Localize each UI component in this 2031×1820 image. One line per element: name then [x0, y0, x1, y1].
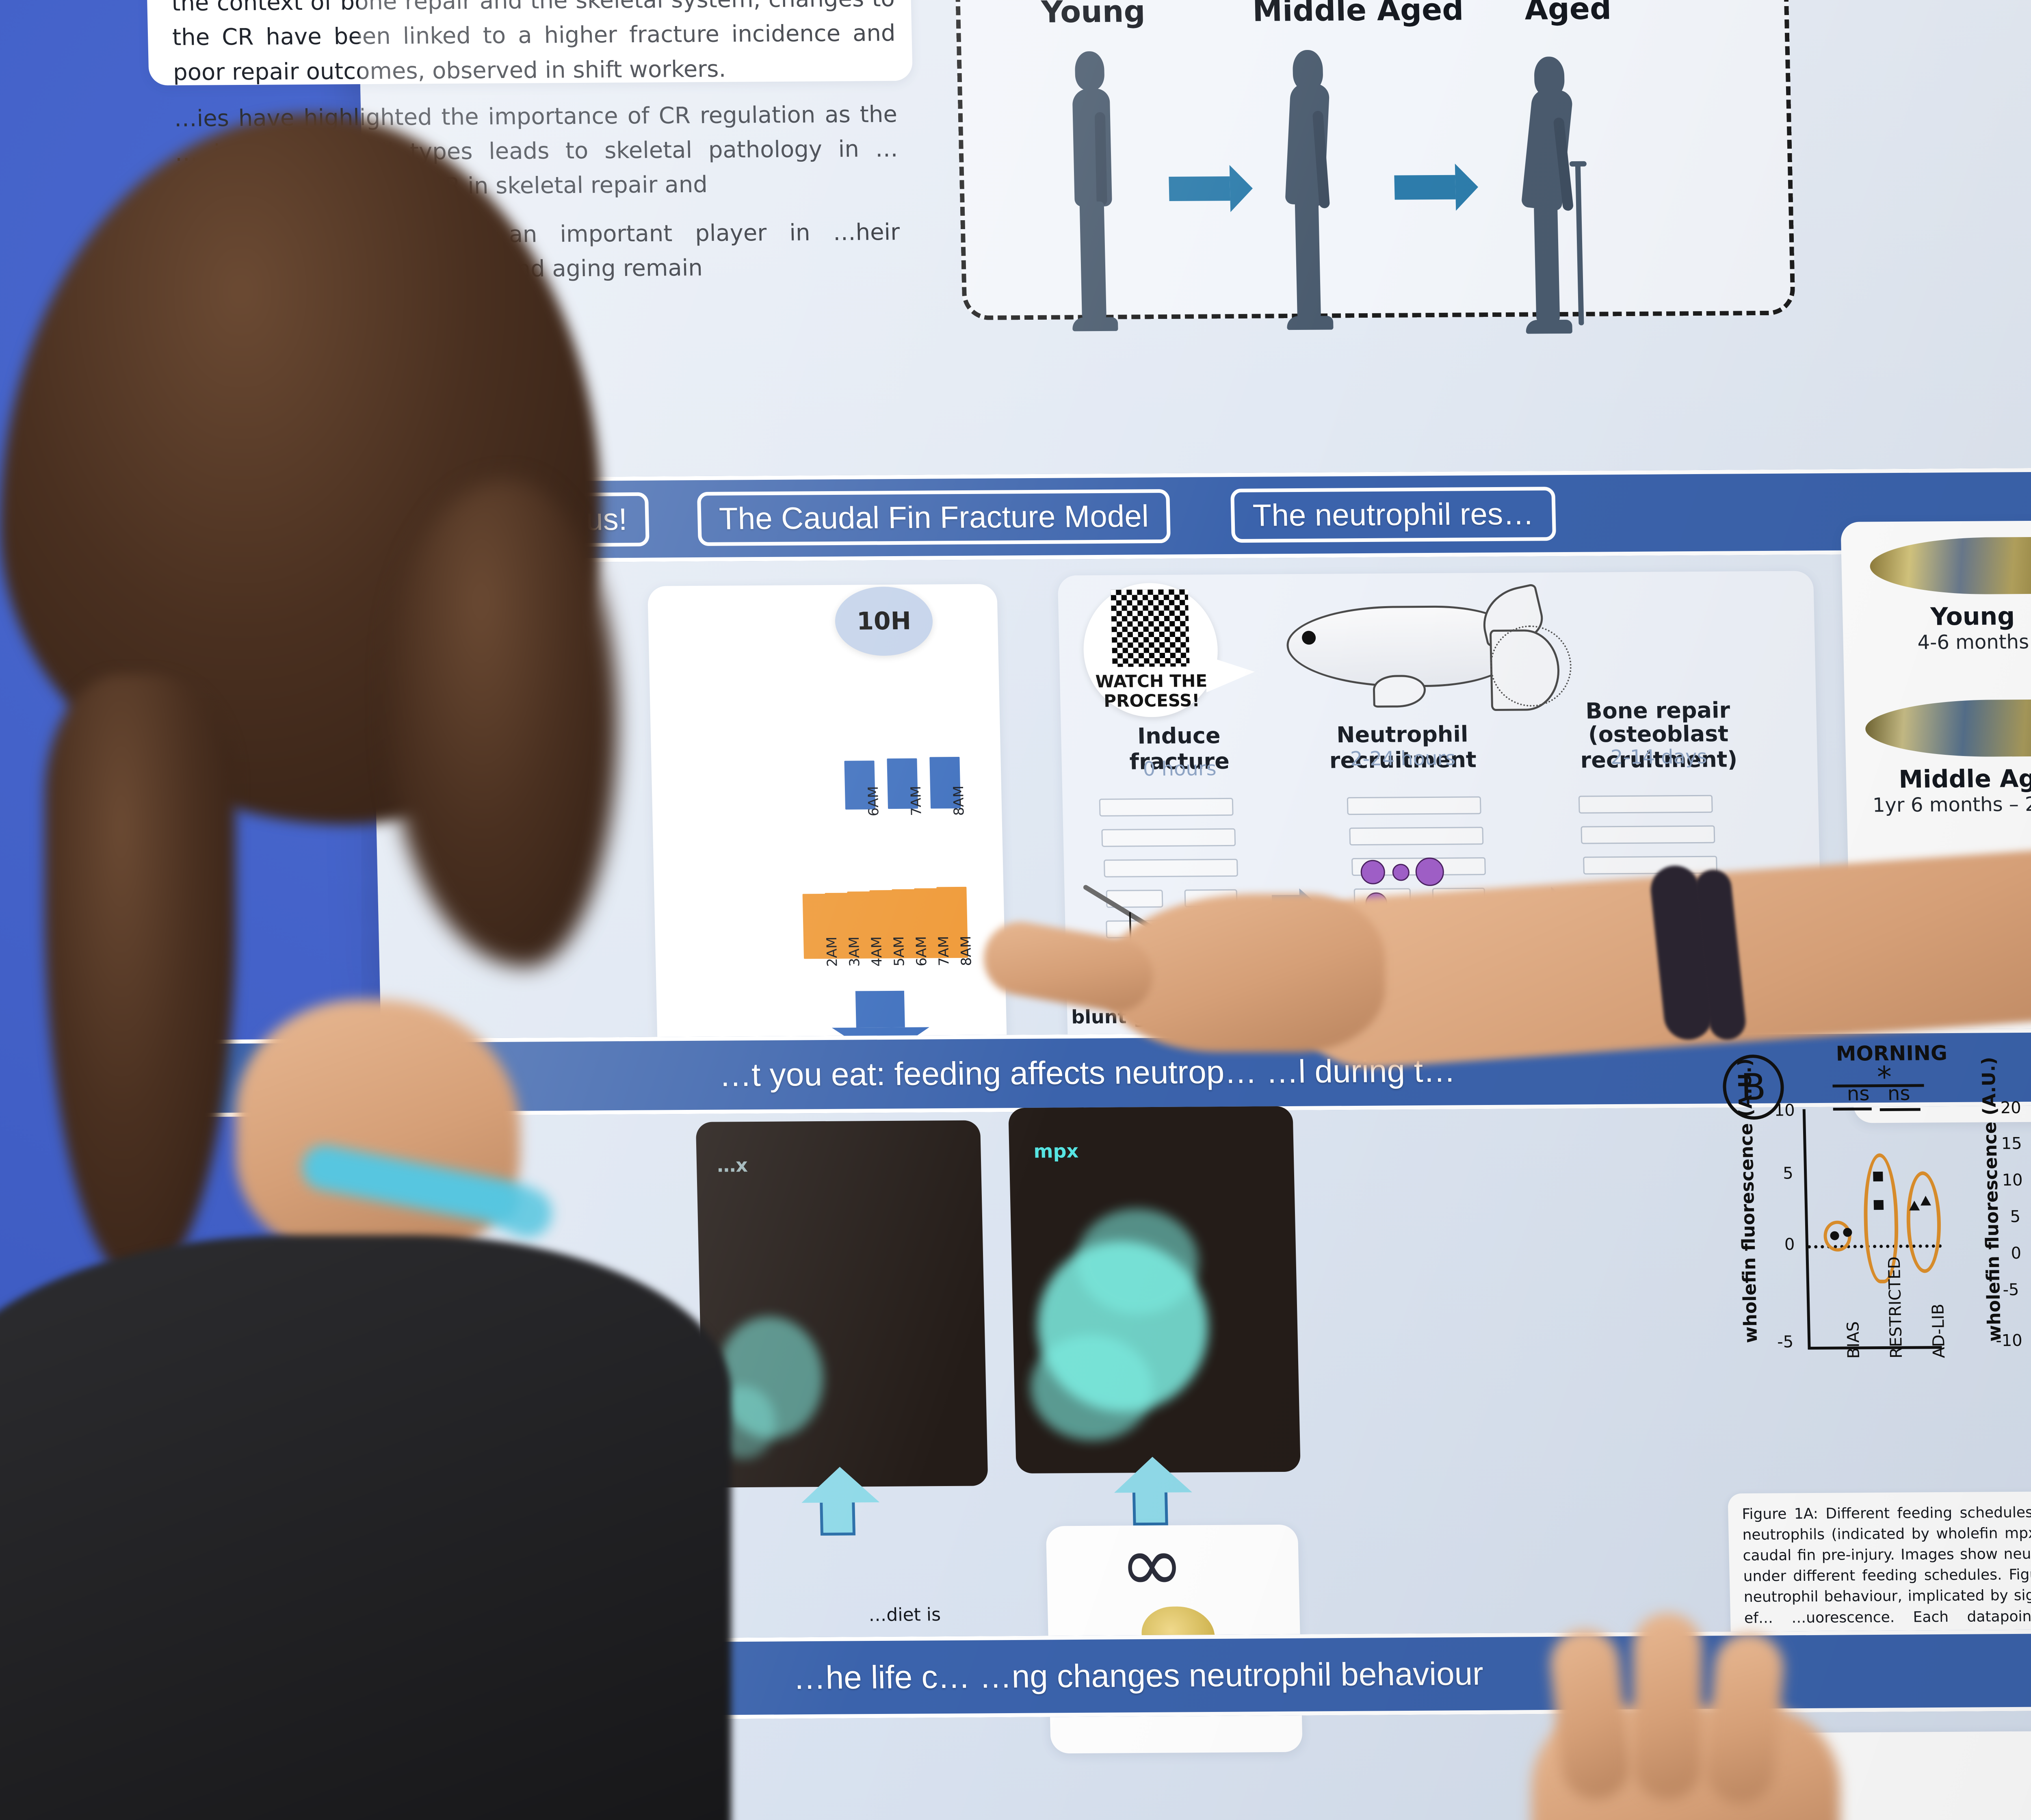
datapoint-morning: [1830, 1231, 1839, 1240]
figureB-left-xaxis: [1808, 1346, 1942, 1350]
figureB-left-cat-bias: BIAS: [1844, 1321, 1864, 1359]
stage-time-induce: 0 hours: [1143, 757, 1217, 781]
banner-neutrophil: The neutrophil res…: [1230, 486, 1556, 543]
watch-process-line2: PROCESS!: [1103, 690, 1200, 711]
figureB-left-ytick-5: 5: [1782, 1164, 1794, 1183]
stage-time-repair: 2-14 days: [1610, 745, 1708, 769]
stage-time-recruitment: 2-24 hours: [1350, 747, 1456, 771]
person-left-neck: [236, 999, 520, 1259]
bar-label-orange-4am: 4AM: [868, 936, 886, 967]
aging-arrow-2: [1394, 175, 1456, 200]
person-right-arm: [967, 796, 2031, 1162]
bar-label-blue-6am: 6AM: [865, 786, 882, 817]
person-left-shirt: [0, 1235, 731, 1820]
cane-handle: [1569, 161, 1587, 167]
person-left: [0, 114, 731, 1820]
qr-code-icon[interactable]: [1111, 589, 1190, 667]
aging-arrow-1: [1169, 176, 1230, 202]
bar-label-orange-2am: 2AM: [823, 936, 841, 967]
intro-paragraph-1: Circadian rhythms help modulate many phy…: [171, 0, 896, 86]
forearm: [1279, 836, 2031, 1074]
bar-label-orange-5am: 5AM: [890, 936, 908, 966]
banner-life-course-text: …he life c… …ng changes neutrophil behav…: [792, 1655, 1484, 1696]
aging-stage-label-middle: Middle Aged: [1252, 0, 1464, 28]
bar-label-blue-7am: 7AM: [907, 786, 925, 816]
person-left-hand: [1470, 1605, 1917, 1820]
finger: [1633, 1613, 1702, 1800]
figureB-left-ytick--5: -5: [1777, 1332, 1794, 1352]
bar-label-orange-3am: 3AM: [846, 936, 863, 967]
diet-fragment-text: …diet is: [868, 1604, 941, 1626]
bar-label-blue-8am: 8AM: [950, 785, 968, 816]
datapoint-morning: [1920, 1196, 1931, 1206]
banner-fracture-model: The Caudal Fin Fracture Model: [697, 489, 1171, 546]
watch-process-line1: WATCH THE: [1095, 671, 1208, 691]
datapoint-morning: [1843, 1228, 1852, 1237]
infinity-icon: ∞: [1119, 1519, 1185, 1610]
figureB-left-cat-restricted: RESTRICTED: [1885, 1256, 1906, 1358]
stage-title-repair-line1: Bone repair: [1585, 697, 1730, 724]
up-arrow-left: [820, 1499, 856, 1536]
zebrafish-line-drawing: [1269, 581, 1589, 717]
ten-hour-badge-label: 10H: [856, 607, 912, 636]
bar-label-orange-6am: 6AM: [913, 936, 930, 966]
bar-label-orange-7am: 7AM: [935, 936, 953, 966]
figureB-left-ytick-0: 0: [1784, 1235, 1795, 1254]
datapoint-morning: [1873, 1200, 1884, 1210]
datapoint-morning: [1909, 1200, 1920, 1211]
violin-morning-adlib: [1905, 1171, 1942, 1273]
bubble-tail: [1206, 655, 1256, 693]
aging-stage-label-aged: Aged: [1524, 0, 1612, 27]
ten-hour-badge: 10H: [834, 586, 933, 656]
datapoint-morning: [1873, 1172, 1883, 1182]
person-left-braid: [45, 674, 236, 1284]
aging-stage-label-young: Young: [1041, 0, 1146, 30]
figureB-left-cat-adlib: AD-LIB: [1929, 1303, 1949, 1358]
down-arrow-icon: [855, 990, 905, 1028]
person-left-hair-side: [390, 479, 617, 967]
